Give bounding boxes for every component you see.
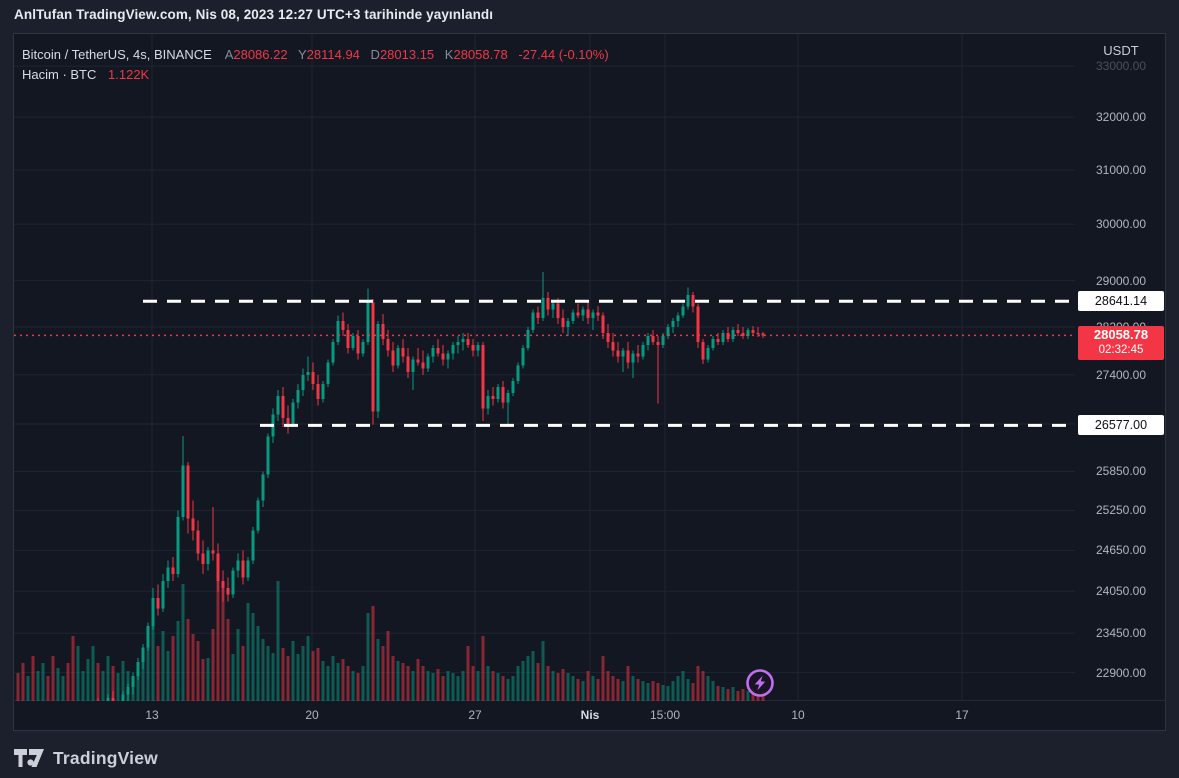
level-price-badge: 26577.00 bbox=[1078, 415, 1164, 436]
last-price-badge: 28058.78 02:32:45 bbox=[1078, 325, 1164, 360]
price-tick-label: 31000.00 bbox=[1095, 162, 1147, 177]
legend-symbol-row: Bitcoin / TetherUS, 4s, BINANCE A28086.2… bbox=[22, 45, 609, 65]
price-tick-label: 32000.00 bbox=[1095, 110, 1147, 125]
price-tick-label: 33000.00 bbox=[1095, 59, 1147, 74]
volume-value: 1.122K bbox=[108, 67, 150, 82]
price-tick-label: 24050.00 bbox=[1095, 584, 1147, 599]
time-axis-label: 20 bbox=[305, 708, 319, 722]
lightning-bolt-icon[interactable] bbox=[744, 667, 776, 699]
price-tick-label: 27400.00 bbox=[1095, 367, 1147, 382]
time-axis-label: 15:00 bbox=[649, 708, 681, 722]
price-tick-label: 24650.00 bbox=[1095, 543, 1147, 558]
price-tick-label: 25850.00 bbox=[1095, 464, 1147, 479]
price-tick-label: 22900.00 bbox=[1095, 665, 1147, 680]
footer: TradingView bbox=[14, 745, 158, 771]
ohlc-open: A28086.22 bbox=[224, 47, 288, 62]
chart-panel[interactable] bbox=[13, 33, 1166, 731]
ohlc-close: K28058.78 bbox=[444, 47, 508, 62]
price-axis[interactable]: USDT 28058.78 02:32:45 33000.00 32000.00 3… bbox=[1076, 33, 1166, 731]
legend-volume-row: Hacim · BTC 1.122K bbox=[22, 65, 609, 85]
time-axis-label: 17 bbox=[955, 708, 969, 722]
volume-label: Hacim · BTC bbox=[22, 67, 97, 82]
chart-legend: Bitcoin / TetherUS, 4s, BINANCE A28086.2… bbox=[22, 45, 609, 85]
publish-banner: AnlTufan TradingView.com, Nis 08, 2023 1… bbox=[14, 7, 494, 22]
symbol-title: Bitcoin / TetherUS, 4s, BINANCE bbox=[22, 47, 212, 62]
price-tick-label: 25250.00 bbox=[1095, 503, 1147, 518]
tradingview-wordmark[interactable]: TradingView bbox=[53, 747, 158, 768]
price-axis-currency: USDT bbox=[1103, 43, 1139, 58]
price-tick-label: 23450.00 bbox=[1095, 626, 1147, 641]
time-axis[interactable]: 13 20 27 Nis 15:00 10 17 bbox=[13, 701, 1075, 731]
time-axis-label: 13 bbox=[145, 708, 159, 722]
price-tick-label: 29000.00 bbox=[1095, 273, 1147, 288]
time-axis-label: Nis bbox=[580, 708, 600, 722]
price-tick-label: 30000.00 bbox=[1095, 217, 1147, 232]
ohlc-low: D28013.15 bbox=[370, 47, 435, 62]
bar-countdown: 02:32:45 bbox=[1098, 343, 1144, 356]
level-price-badge: 28641.14 bbox=[1078, 291, 1164, 312]
last-price-value: 28058.78 bbox=[1093, 326, 1149, 342]
time-axis-label: 10 bbox=[791, 708, 805, 722]
ohlc-high: Y28114.94 bbox=[297, 47, 360, 62]
change-value: -27.44 (-0.10%) bbox=[518, 47, 609, 62]
tradingview-logo-icon[interactable] bbox=[14, 749, 44, 767]
time-axis-label: 27 bbox=[468, 708, 482, 722]
